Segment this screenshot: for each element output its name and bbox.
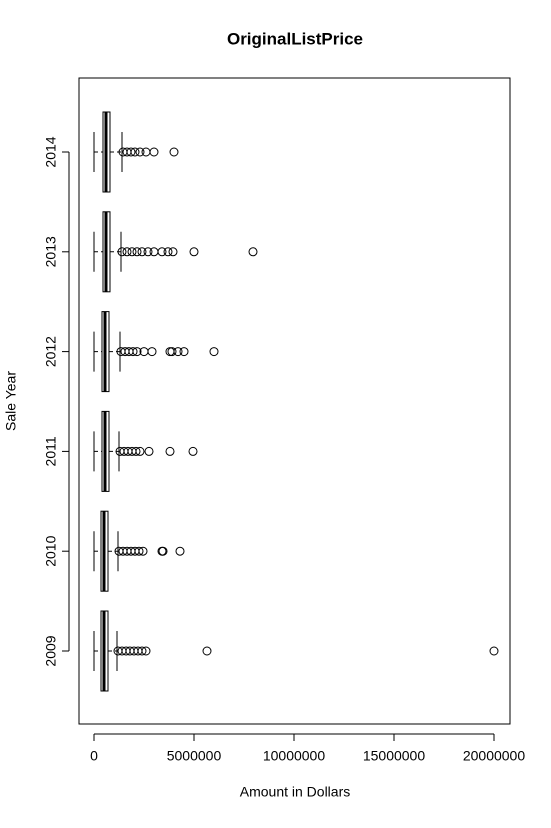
outlier: [158, 546, 168, 556]
y-tick-label: 2010: [43, 535, 59, 566]
outlier: [126, 147, 136, 157]
outlier: [168, 247, 178, 257]
x-axis-label: Amount in Dollars: [240, 784, 351, 800]
outlier: [165, 347, 175, 357]
outlier: [137, 247, 147, 257]
outlier: [163, 247, 173, 257]
y-tick-label: 2009: [43, 635, 59, 666]
y-tick-label: 2014: [43, 136, 59, 167]
outlier: [144, 446, 154, 456]
outlier: [147, 347, 157, 357]
outlier: [131, 446, 141, 456]
y-axis-label: Sale Year: [3, 371, 19, 431]
chart-title: OriginalListPrice: [227, 29, 363, 48]
x-tick-label: 15000000: [363, 748, 426, 764]
y-tick-label: 2013: [43, 236, 59, 267]
outlier: [169, 147, 179, 157]
outlier: [149, 147, 159, 157]
outlier: [135, 446, 145, 456]
outlier: [134, 546, 144, 556]
outlier: [138, 546, 148, 556]
outlier: [132, 247, 142, 257]
outlier: [165, 446, 175, 456]
y-tick-label: 2012: [43, 336, 59, 367]
outlier: [489, 646, 499, 656]
x-tick-label: 5000000: [167, 748, 222, 764]
outlier: [202, 646, 212, 656]
outlier: [128, 347, 138, 357]
outlier: [248, 247, 258, 257]
x-tick-label: 10000000: [263, 748, 326, 764]
outlier: [188, 446, 198, 456]
outlier: [141, 147, 151, 157]
outlier: [157, 247, 167, 257]
outlier: [137, 646, 147, 656]
outlier: [173, 347, 183, 357]
y-tick-label: 2011: [43, 436, 59, 466]
outlier: [189, 247, 199, 257]
outlier: [167, 347, 177, 357]
outlier: [127, 247, 137, 257]
outlier: [117, 247, 127, 257]
outlier: [149, 247, 159, 257]
x-tick-label: 20000000: [463, 748, 526, 764]
outlier: [175, 546, 185, 556]
outlier: [135, 147, 145, 157]
outlier: [122, 247, 132, 257]
x-tick-label: 0: [90, 748, 98, 764]
plot-frame: [78, 77, 511, 725]
outlier: [143, 247, 153, 257]
outlier: [130, 147, 140, 157]
outlier: [179, 347, 189, 357]
outlier: [132, 347, 142, 357]
outlier: [141, 646, 151, 656]
outlier: [209, 347, 219, 357]
